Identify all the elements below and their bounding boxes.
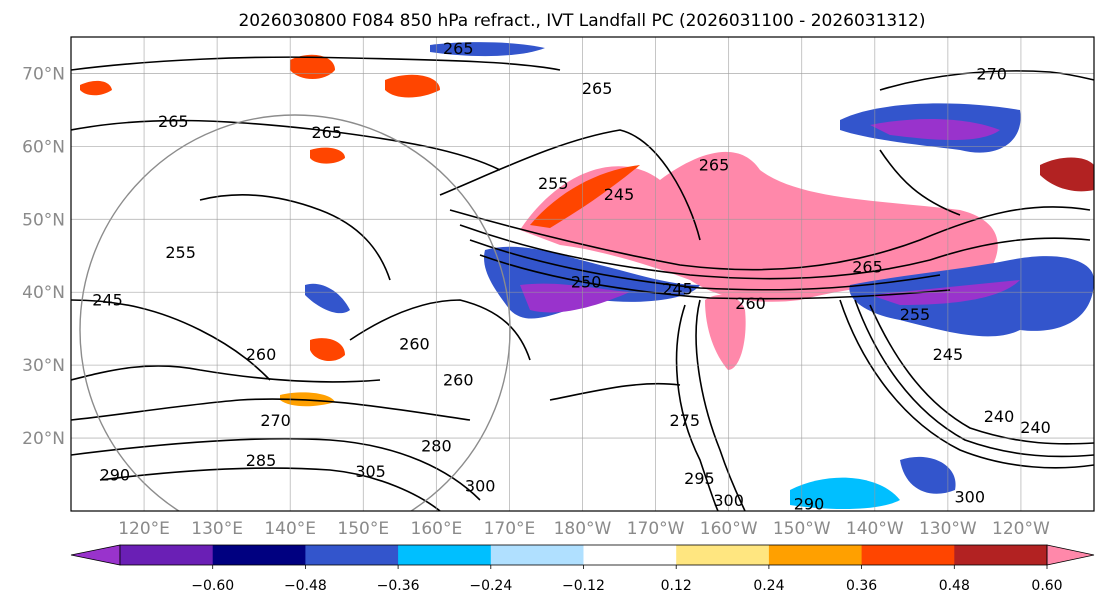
longitude-label: 130°E xyxy=(191,519,243,539)
colorbar-segment xyxy=(120,545,214,565)
latitude-label: 70°N xyxy=(22,64,65,84)
figure-title: 2026030800 F084 850 hPa refract., IVT La… xyxy=(238,11,925,31)
longitude-label: 150°E xyxy=(337,519,389,539)
colorbar-tick-label: −0.36 xyxy=(377,578,420,594)
colorbar-segment xyxy=(212,545,306,565)
contour-label: 260 xyxy=(735,294,766,313)
positive-anomaly-region xyxy=(80,80,112,96)
positive-anomaly-region xyxy=(310,338,345,362)
longitude-label: 120°E xyxy=(118,519,170,539)
contour-label: 245 xyxy=(662,280,693,299)
colorbar-segment xyxy=(861,545,955,565)
contour-label: 270 xyxy=(260,411,291,430)
contour-label: 260 xyxy=(443,371,474,390)
contour-label: 260 xyxy=(246,345,277,364)
contour-label: 290 xyxy=(794,495,825,514)
colorbar-tick-label: −0.60 xyxy=(191,578,234,594)
contour-label: 285 xyxy=(246,451,277,470)
positive-anomaly-region xyxy=(310,147,345,164)
colorbar-segment xyxy=(676,545,770,565)
longitude-label: 120°W xyxy=(992,519,1050,539)
longitude-label: 180°W xyxy=(554,519,612,539)
reference-circle xyxy=(79,114,511,511)
contour-label: 290 xyxy=(100,466,131,485)
colorbar-extend-min xyxy=(70,544,121,566)
contour-label: 260 xyxy=(399,334,430,353)
colorbar-segment xyxy=(583,545,677,565)
latitude-label: 30°N xyxy=(22,356,65,376)
colorbar-tick-label: −0.24 xyxy=(469,578,512,594)
positive-anomaly-region xyxy=(520,151,998,302)
contour-label: 295 xyxy=(684,469,715,488)
contour-label: 250 xyxy=(571,272,602,291)
contour-labels: 265 265 265 265 265 270 255 245 255 250 245 260 265 2… xyxy=(92,39,1051,514)
longitude-label: 130°W xyxy=(919,519,977,539)
gridlines xyxy=(71,37,1094,511)
longitude-label: 140°W xyxy=(846,519,904,539)
contour-label: 245 xyxy=(92,291,123,310)
colorbar-extend-max xyxy=(1046,544,1095,566)
latitude-label: 60°N xyxy=(22,137,65,157)
contour-label: 255 xyxy=(165,243,196,262)
contour-label: 265 xyxy=(852,258,883,277)
contour-label: 245 xyxy=(933,345,964,364)
negative-anomaly-region xyxy=(870,118,1000,140)
colorbar-tick-label: 0.12 xyxy=(661,578,692,594)
colorbar-tick-label: −0.12 xyxy=(562,578,605,594)
positive-anomaly-region xyxy=(290,54,335,79)
map-frame xyxy=(70,36,1095,512)
contour-label: 255 xyxy=(900,305,931,324)
positive-anomaly-region xyxy=(530,165,640,228)
colorbar-segment xyxy=(398,545,492,565)
negative-anomaly-region xyxy=(430,42,545,57)
colorbar-segment xyxy=(305,545,399,565)
contour-label: 265 xyxy=(158,112,189,131)
colorbar-segment xyxy=(954,545,1048,565)
negative-anomaly-region xyxy=(520,283,630,313)
contour-label: 265 xyxy=(582,79,613,98)
colorbar-tick-label: 0.60 xyxy=(1031,578,1062,594)
contour-label: 280 xyxy=(421,436,452,455)
latitude-labels: 70°N 60°N 50°N 40°N 30°N 20°N xyxy=(22,64,65,449)
positive-anomaly-region xyxy=(1040,157,1094,192)
contour-lines xyxy=(71,56,1094,511)
contour-label: 245 xyxy=(604,185,635,204)
colorbar-segment xyxy=(490,545,584,565)
contour-label: 240 xyxy=(984,407,1015,426)
longitude-labels: 120°E 130°E 140°E 150°E 160°E 170°E 180°W 170°W… xyxy=(118,519,1050,539)
longitude-label: 170°E xyxy=(484,519,536,539)
contour-label: 275 xyxy=(670,411,701,430)
positive-anomaly-region xyxy=(705,294,746,370)
contour-label: 255 xyxy=(538,174,569,193)
contour-label: 265 xyxy=(443,39,474,58)
contour-label: 265 xyxy=(699,156,730,175)
colorbar-tick-label: −0.48 xyxy=(284,578,327,594)
latitude-label: 40°N xyxy=(22,283,65,303)
colorbar-tick-label: 0.36 xyxy=(846,578,877,594)
negative-anomaly-region xyxy=(305,283,350,314)
contour-label: 300 xyxy=(713,491,744,510)
contour-label: 305 xyxy=(355,462,386,481)
longitude-label: 150°W xyxy=(773,519,831,539)
longitude-label: 170°W xyxy=(627,519,685,539)
map-panel: 265 265 265 265 265 270 255 245 255 250 245 260 265 2… xyxy=(70,36,1095,514)
colorbar-tick-label: 0.48 xyxy=(939,578,970,594)
contour-label: 270 xyxy=(976,64,1007,83)
negative-anomaly-region xyxy=(790,477,900,510)
contour-label: 265 xyxy=(311,123,342,142)
contour-label: 240 xyxy=(1020,418,1051,437)
colorbar-tick-label: 0.24 xyxy=(753,578,784,594)
positive-anomaly-region xyxy=(385,74,440,98)
longitude-label: 160°E xyxy=(411,519,463,539)
latitude-label: 50°N xyxy=(22,210,65,230)
colorbar: −0.60 −0.48 −0.36 −0.24 −0.12 0.12 0.24 0.36 0.4… xyxy=(70,544,1095,594)
contour-label: 300 xyxy=(465,476,496,495)
colorbar-segment xyxy=(768,545,863,565)
longitude-label: 140°E xyxy=(264,519,316,539)
negative-anomaly-region xyxy=(900,456,956,494)
contour-label: 300 xyxy=(955,487,986,506)
latitude-label: 20°N xyxy=(22,429,65,449)
longitude-label: 160°W xyxy=(700,519,758,539)
